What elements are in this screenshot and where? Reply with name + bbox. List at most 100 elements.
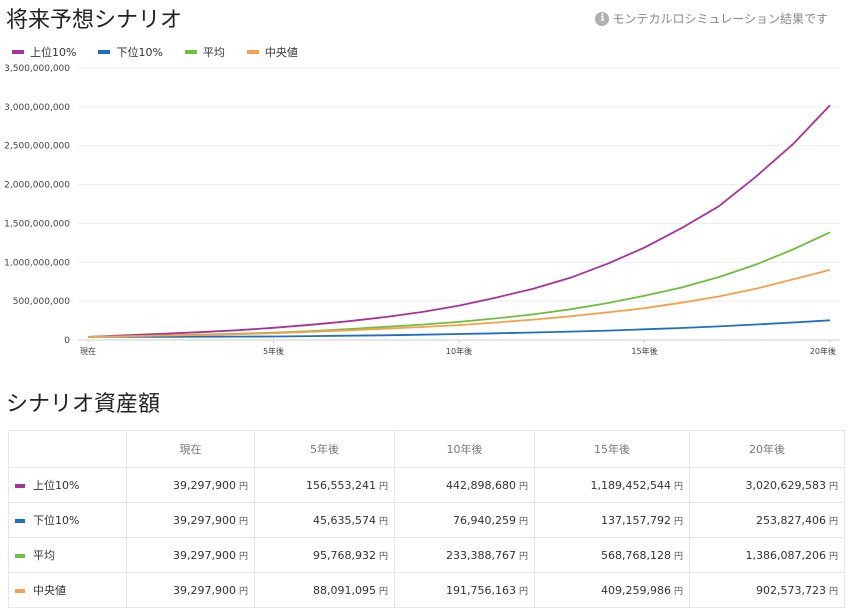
cell-value: 76,940,259 bbox=[453, 513, 516, 527]
row-label-text: 上位10% bbox=[33, 479, 80, 492]
cell-value: 39,297,900 bbox=[173, 548, 236, 562]
x-tick-label: 20年後 bbox=[810, 346, 836, 356]
row-swatch bbox=[15, 554, 25, 558]
legend-item-bottom10[interactable]: 下位10% bbox=[98, 44, 163, 60]
x-tick-label: 現在 bbox=[80, 346, 96, 356]
x-tick-label: 10年後 bbox=[446, 346, 472, 356]
row-label-text: 平均 bbox=[33, 549, 55, 562]
cell-value: 409,259,986 bbox=[601, 583, 671, 597]
cell-unit: 円 bbox=[828, 586, 838, 597]
cell-value: 137,157,792 bbox=[601, 513, 671, 527]
cell-unit: 円 bbox=[673, 551, 683, 562]
cell-unit: 円 bbox=[673, 481, 683, 492]
y-tick-label: 0 bbox=[64, 336, 70, 346]
row-label-text: 下位10% bbox=[33, 514, 80, 527]
y-tick-label: 1,500,000,000 bbox=[4, 219, 70, 229]
row-swatch bbox=[15, 484, 25, 488]
scenario-table: 現在 5年後 10年後 15年後 20年後 上位10% 39,297,900 円 … bbox=[8, 430, 845, 608]
cell-unit: 円 bbox=[518, 481, 528, 492]
cell-unit: 円 bbox=[238, 481, 248, 492]
x-tick-label: 5年後 bbox=[263, 346, 284, 356]
cell-value: 1,189,452,544 bbox=[590, 478, 671, 492]
projection-line-chart: 0 500,000,000 1,000,000,000 1,500,000,000 2,… bbox=[4, 64, 840, 356]
table-cell: 233,388,767 円 bbox=[394, 537, 535, 573]
table-cell: 568,768,128 円 bbox=[534, 537, 690, 573]
column-header: 10年後 bbox=[394, 430, 535, 468]
table-cell: 1,386,087,206 円 bbox=[689, 537, 845, 573]
y-tick-label: 3,500,000,000 bbox=[4, 64, 70, 74]
cell-unit: 円 bbox=[378, 516, 388, 527]
column-header: 15年後 bbox=[534, 430, 690, 468]
cell-unit: 円 bbox=[238, 551, 248, 562]
legend-item-top10[interactable]: 上位10% bbox=[12, 44, 76, 60]
cell-value: 1,386,087,206 bbox=[745, 548, 826, 562]
cell-value: 39,297,900 bbox=[173, 583, 236, 597]
table-cell: 253,827,406 円 bbox=[689, 502, 845, 538]
simulation-note-text: モンテカルロシミュレーション結果です bbox=[612, 12, 828, 26]
table-cell: 76,940,259 円 bbox=[394, 502, 535, 538]
legend-label: 平均 bbox=[202, 46, 225, 59]
legend-swatch bbox=[246, 50, 259, 54]
info-icon: i bbox=[595, 11, 610, 26]
x-tick-label: 15年後 bbox=[631, 346, 657, 356]
cell-unit: 円 bbox=[828, 551, 838, 562]
legend-label: 上位10% bbox=[30, 46, 77, 59]
series-line bbox=[87, 231, 831, 338]
cell-value: 442,898,680 bbox=[446, 478, 516, 492]
legend-swatch bbox=[12, 50, 24, 54]
table-cell: 902,573,723 円 bbox=[689, 572, 845, 608]
cell-value: 39,297,900 bbox=[173, 513, 236, 527]
series-line bbox=[88, 319, 831, 338]
table-cell: 137,157,792 円 bbox=[534, 502, 690, 538]
table-cell: 191,756,163 円 bbox=[394, 572, 535, 608]
cell-value: 568,768,128 bbox=[601, 548, 671, 562]
simulation-note: i モンテカルロシミュレーション結果です bbox=[595, 10, 828, 27]
column-header: 20年後 bbox=[689, 430, 845, 468]
table-row: 上位10% 39,297,900 円 156,553,241 円 442,898,6… bbox=[8, 467, 845, 503]
cell-unit: 円 bbox=[518, 516, 528, 527]
cell-value: 45,635,574 bbox=[313, 513, 376, 527]
table-cell: 156,553,241 円 bbox=[254, 467, 395, 503]
scenario-table-title: シナリオ資産額 bbox=[6, 392, 161, 417]
series-line bbox=[87, 269, 831, 338]
cell-unit: 円 bbox=[238, 516, 248, 527]
cell-value: 156,553,241 bbox=[306, 478, 376, 492]
table-row: 下位10% 39,297,900 円 45,635,574 円 76,940,259… bbox=[8, 502, 845, 538]
cell-unit: 円 bbox=[673, 586, 683, 597]
cell-value: 233,388,767 bbox=[446, 548, 516, 562]
table-header-row: 現在 5年後 10年後 15年後 20年後 bbox=[8, 430, 845, 468]
y-tick-label: 1,000,000,000 bbox=[4, 258, 70, 268]
cell-unit: 円 bbox=[828, 516, 838, 527]
cell-unit: 円 bbox=[378, 481, 388, 492]
y-tick-label: 2,500,000,000 bbox=[4, 142, 70, 152]
row-label: 下位10% bbox=[8, 502, 127, 538]
table-row: 平均 39,297,900 円 95,768,932 円 233,388,767 円 … bbox=[8, 537, 845, 573]
legend-label: 中央値 bbox=[264, 46, 298, 59]
cell-unit: 円 bbox=[518, 586, 528, 597]
row-label: 平均 bbox=[8, 537, 127, 573]
table-cell: 442,898,680 円 bbox=[394, 467, 535, 503]
column-header: 現在 bbox=[126, 430, 255, 468]
row-label: 上位10% bbox=[8, 467, 127, 503]
legend-label: 下位10% bbox=[116, 46, 163, 59]
table-cell: 409,259,986 円 bbox=[534, 572, 690, 608]
table-cell: 88,091,095 円 bbox=[254, 572, 395, 608]
table-cell: 39,297,900 円 bbox=[126, 537, 255, 573]
cell-unit: 円 bbox=[378, 586, 388, 597]
legend-item-median[interactable]: 中央値 bbox=[246, 44, 298, 60]
cell-value: 95,768,932 bbox=[313, 548, 376, 562]
legend-swatch bbox=[184, 50, 197, 54]
cell-unit: 円 bbox=[673, 516, 683, 527]
page-title: 将来予想シナリオ bbox=[6, 8, 183, 33]
table-cell: 1,189,452,544 円 bbox=[534, 467, 690, 503]
cell-unit: 円 bbox=[378, 551, 388, 562]
column-header bbox=[8, 430, 127, 468]
y-tick-label: 500,000,000 bbox=[13, 297, 71, 307]
y-tick-label: 2,000,000,000 bbox=[4, 181, 70, 191]
table-cell: 45,635,574 円 bbox=[254, 502, 395, 538]
cell-unit: 円 bbox=[828, 481, 838, 492]
legend-item-average[interactable]: 平均 bbox=[184, 44, 225, 60]
cell-unit: 円 bbox=[238, 586, 248, 597]
row-label: 中央値 bbox=[8, 572, 127, 608]
cell-value: 902,573,723 bbox=[756, 583, 826, 597]
